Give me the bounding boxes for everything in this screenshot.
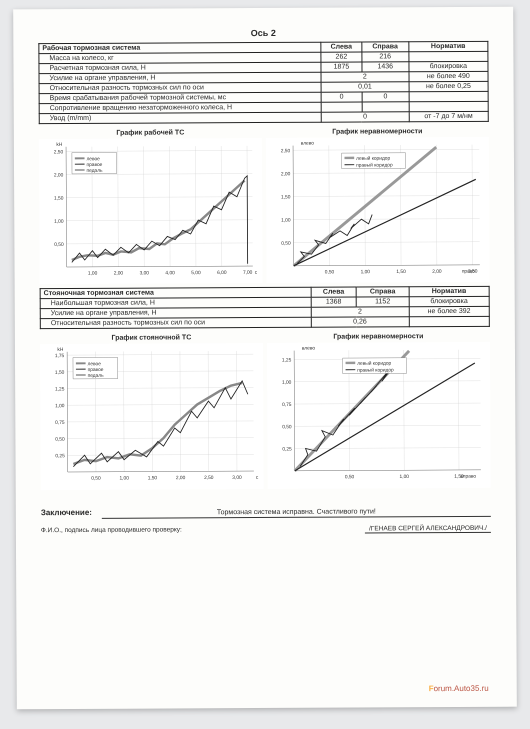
conclusion-block: Заключение: Тормозная система исправна. … — [41, 506, 491, 535]
watermark: Forum.Auto35.ru — [429, 684, 489, 693]
svg-text:0,75: 0,75 — [282, 402, 292, 408]
svg-text:вправо: вправо — [460, 475, 476, 480]
svg-text:2,00: 2,00 — [54, 172, 64, 178]
svg-text:1,50: 1,50 — [54, 196, 64, 202]
signature-label: Ф.И.О., подпись лица проводившего провер… — [41, 526, 182, 535]
svg-text:2,50: 2,50 — [281, 148, 291, 154]
svg-text:0,75: 0,75 — [55, 420, 65, 426]
chart2-svg: 0,501,001,502,002,500,501,001,502,002,50… — [266, 137, 490, 284]
chart2-title: График неравномерности — [266, 128, 489, 136]
svg-text:2,50: 2,50 — [54, 149, 64, 155]
svg-text:1,00: 1,00 — [361, 269, 371, 275]
svg-text:1,50: 1,50 — [148, 476, 158, 482]
svg-text:1,00: 1,00 — [400, 474, 410, 480]
svg-text:педаль: педаль — [88, 374, 105, 379]
svg-text:2,00: 2,00 — [432, 269, 442, 275]
svg-text:1,25: 1,25 — [55, 387, 65, 393]
chart3-title: График стояночной ТС — [40, 334, 263, 342]
chart3-svg: 0,25 0,50 0,75 1,00 1,25 1,50 1,75 0,50 1,00 1,50… — [40, 343, 264, 490]
t1-h-norm: Норматив — [408, 41, 487, 51]
svg-text:влево: влево — [302, 347, 315, 352]
svg-text:влево: влево — [301, 142, 314, 147]
svg-text:5,00: 5,00 — [191, 270, 201, 276]
svg-text:2,00: 2,00 — [176, 476, 186, 482]
svg-text:левое: левое — [86, 157, 100, 162]
chart1-svg: 0,50 1,00 1,50 2,00 2,50 1,00 2,00 3,00 4,00 5,00… — [39, 138, 263, 285]
svg-text:1,00: 1,00 — [55, 404, 65, 410]
svg-text:1,75: 1,75 — [55, 354, 65, 360]
svg-text:с: с — [256, 476, 259, 481]
svg-text:1,50: 1,50 — [281, 194, 291, 200]
charts-row-2: График стояночной ТС 0,25 0,50 0,75 1,00 1,2… — [40, 333, 491, 490]
chart4-title: График неравномерности — [267, 333, 490, 341]
svg-text:правое: правое — [86, 163, 102, 168]
svg-text:1,00: 1,00 — [54, 219, 64, 225]
chart4-svg: 0,250,500,751,001,250,501,001,50влевовпр… — [267, 342, 491, 489]
conclusion-text: Тормозная система исправна. Счастливого … — [102, 508, 491, 519]
svg-text:6,00: 6,00 — [217, 270, 227, 276]
report-page: Ось 2 Рабочая тормозная система Слева Сп… — [13, 7, 517, 710]
svg-text:3,00: 3,00 — [140, 270, 150, 276]
svg-text:4,00: 4,00 — [165, 270, 175, 276]
svg-text:3,00: 3,00 — [232, 475, 242, 481]
svg-text:2,00: 2,00 — [114, 270, 124, 276]
svg-text:1,00: 1,00 — [281, 218, 291, 224]
svg-text:левое: левое — [88, 363, 102, 368]
t1-h-left: Слева — [321, 42, 362, 52]
chart3-box: График стояночной ТС 0,25 0,50 0,75 1,00 1,2… — [40, 334, 264, 490]
axis-title: Ось 2 — [38, 27, 488, 39]
svg-text:1,50: 1,50 — [396, 269, 406, 275]
watermark-text: orum.Auto35.ru — [434, 684, 489, 693]
t2-h-right: Справа — [356, 287, 408, 297]
svg-text:правое: правое — [88, 368, 104, 373]
svg-text:1,25: 1,25 — [282, 358, 292, 364]
chart2-box: График неравномерности 0,50 1,00 1,50 2,00 2… — [266, 128, 490, 284]
svg-text:0,50: 0,50 — [55, 437, 65, 443]
signature-name: /ГЕНАЕВ СЕРГЕЙ АЛЕКСАНДРОВИЧ./ — [365, 525, 491, 534]
svg-text:7,00: 7,00 — [243, 270, 253, 276]
svg-text:0,50: 0,50 — [281, 241, 291, 247]
svg-text:0,50: 0,50 — [54, 242, 64, 248]
charts-row-1: График рабочей ТС 0,50 1,00 1,50 2,00 2,50 1,… — [39, 128, 490, 285]
svg-text:1,00: 1,00 — [282, 380, 292, 386]
svg-text:0,50: 0,50 — [91, 476, 101, 482]
svg-text:1,00: 1,00 — [119, 476, 129, 482]
working-brake-table: Рабочая тормозная система Слева Справа Н… — [38, 41, 488, 124]
svg-text:0,25: 0,25 — [282, 447, 292, 453]
t1-h-right: Справа — [362, 42, 409, 52]
svg-text:0,50: 0,50 — [282, 425, 292, 431]
t2-h-left: Слева — [311, 287, 357, 297]
svg-text:0,25: 0,25 — [55, 454, 65, 460]
svg-text:1,00: 1,00 — [88, 271, 98, 277]
parking-brake-table: Стояночная тормозная система Слева Справ… — [40, 286, 490, 329]
chart1-title: График рабочей ТС — [39, 129, 262, 137]
chart4-box: График неравномерности 0,25 0,50 0,75 1,00 1… — [267, 333, 491, 489]
svg-text:0,50: 0,50 — [325, 269, 335, 275]
svg-text:2,50: 2,50 — [204, 475, 214, 481]
conclusion-label: Заключение: — [41, 508, 92, 517]
svg-text:kH: kH — [57, 347, 63, 353]
svg-text:0,50: 0,50 — [345, 475, 355, 481]
svg-text:kH: kH — [56, 142, 62, 148]
svg-text:педаль: педаль — [87, 169, 104, 174]
svg-text:право: право — [462, 270, 476, 275]
t2-h-norm: Норматив — [409, 287, 489, 297]
chart1-box: График рабочей ТС 0,50 1,00 1,50 2,00 2,50 1,… — [39, 129, 263, 285]
svg-text:1,50: 1,50 — [55, 370, 65, 376]
svg-text:с: с — [255, 271, 258, 276]
svg-text:2,00: 2,00 — [281, 171, 291, 177]
